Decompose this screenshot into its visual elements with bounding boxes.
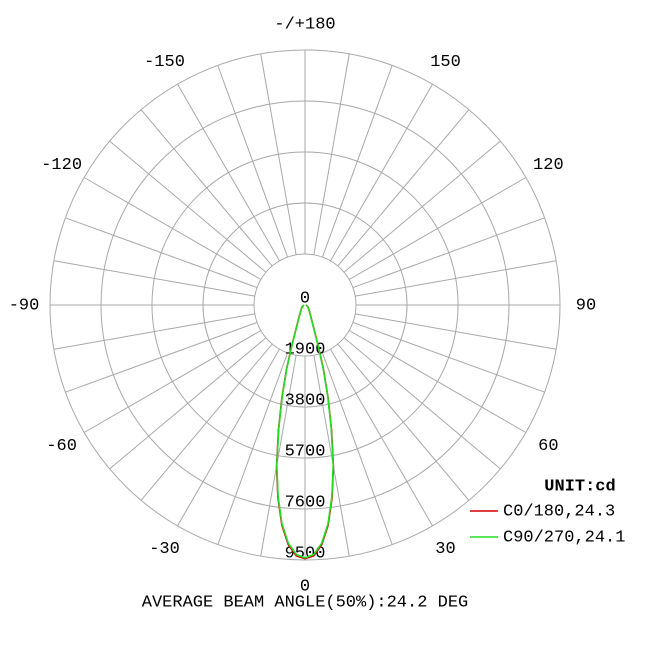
legend-label: C0/180,24.3 (503, 502, 615, 521)
theta-tick-label: 60 (538, 437, 558, 456)
r-tick-label: 0 (300, 289, 310, 308)
theta-tick-label: -120 (41, 156, 82, 175)
ring (202, 202, 408, 408)
ring (49, 49, 561, 561)
legend-label: C90/270,24.1 (503, 528, 625, 547)
ring (151, 151, 459, 459)
theta-tick-label: -150 (144, 53, 185, 72)
theta-tick-label: -/+180 (274, 15, 335, 34)
theta-tick-label: 150 (430, 53, 461, 72)
r-tick-label: 3800 (285, 391, 326, 410)
r-tick-label: 5700 (285, 442, 326, 461)
r-tick-label: 1900 (285, 340, 326, 359)
theta-tick-label: -60 (46, 437, 77, 456)
theta-tick-label: 0 (300, 577, 310, 596)
theta-tick-label: 30 (435, 540, 455, 559)
footer: AVERAGE BEAM ANGLE(50%):24.2 DEG (142, 593, 468, 612)
unit-label: UNIT:cd (544, 477, 615, 496)
ring (253, 253, 357, 357)
theta-tick-label: 90 (576, 296, 596, 315)
theta-tick-label: 120 (533, 156, 564, 175)
r-tick-label: 9500 (285, 544, 326, 563)
theta-tick-label: -90 (9, 296, 40, 315)
ring (100, 100, 510, 510)
beam-curve (275, 304, 335, 559)
theta-tick-label: -30 (149, 540, 180, 559)
r-tick-label: 7600 (285, 493, 326, 512)
